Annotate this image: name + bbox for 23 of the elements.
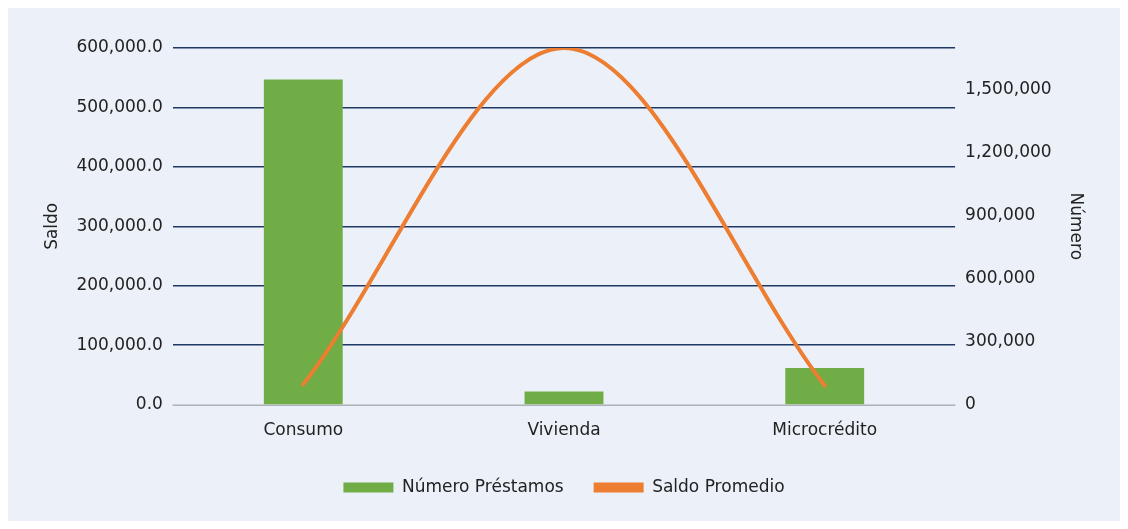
x-tick-label: Microcrédito: [772, 419, 878, 440]
y2-axis-title: Número: [1067, 192, 1088, 261]
x-tick-label: Consumo: [263, 419, 344, 440]
y2-tick-label: 1,200,000: [965, 141, 1052, 162]
y2-tick-label: 300,000: [965, 330, 1036, 351]
y2-tick-label: 1,500,000: [965, 78, 1052, 99]
legend-label: Número Préstamos: [401, 475, 564, 496]
y-tick-label: 200,000.0: [76, 274, 163, 295]
y-tick-label: 100,000.0: [76, 333, 163, 354]
y-tick-label: 300,000.0: [76, 214, 163, 235]
y-tick-label: 500,000.0: [76, 95, 163, 116]
y-tick-label: 400,000.0: [76, 155, 163, 176]
y-tick-label: 600,000.0: [76, 36, 163, 57]
y-axis-title: Saldo: [40, 202, 61, 250]
y-tick-label: 0.0: [135, 393, 163, 414]
y2-tick-label: 600,000: [965, 267, 1036, 288]
legend-label: Saldo Promedio: [652, 475, 785, 496]
bar: [263, 79, 343, 405]
y2-tick-label: 900,000: [965, 204, 1036, 225]
y2-tick-label: 0: [965, 393, 976, 414]
bar: [785, 367, 865, 405]
x-tick-label: Vivienda: [527, 419, 601, 440]
bar: [524, 391, 604, 405]
